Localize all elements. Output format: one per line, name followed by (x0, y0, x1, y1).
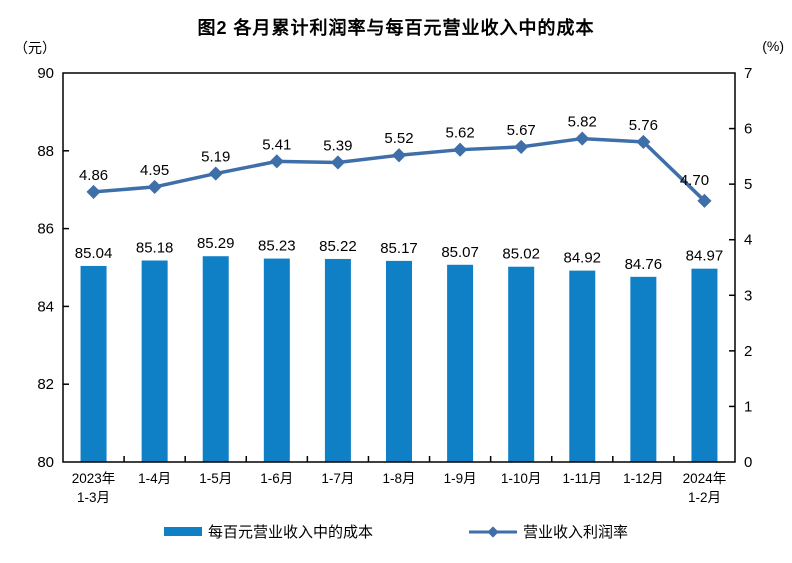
bar-value-label: 84.76 (625, 256, 663, 273)
profit-line (93, 136, 706, 203)
line-value-label: 5.76 (629, 117, 658, 134)
bar (447, 264, 474, 462)
right-axis-tick-label: 6 (744, 121, 752, 138)
right-axis-tick-label: 3 (744, 287, 752, 304)
line-value-label: 4.86 (79, 167, 108, 184)
right-axis-tick-label: 7 (744, 65, 752, 82)
left-axis-tick-label: 84 (37, 298, 54, 315)
bar-value-label: 85.02 (502, 246, 540, 263)
x-axis-label: 1-2月 (688, 490, 721, 505)
bar (386, 260, 412, 462)
bar (569, 270, 596, 462)
bar (80, 265, 107, 462)
line-marker (636, 134, 651, 149)
line-value-label: 5.82 (568, 114, 597, 131)
line-marker (391, 148, 407, 163)
line-value-label: 5.67 (507, 122, 536, 139)
x-axis-label: 1-7月 (321, 471, 354, 486)
line-value-label: 5.52 (384, 130, 413, 147)
bar (630, 276, 657, 462)
line-value-label: 5.19 (201, 149, 230, 166)
left-axis-tick-label: 86 (37, 221, 54, 238)
bar (324, 258, 351, 462)
bar-value-label: 85.17 (380, 240, 418, 257)
legend: 每百元营业收入中的成本 营业收入利润率 (0, 521, 792, 542)
x-axis-label: 1-12月 (623, 471, 664, 486)
line-marker (453, 142, 468, 157)
x-axis-label: 1-5月 (199, 471, 232, 486)
line-marker (575, 131, 590, 146)
x-axis-label: 1-10月 (501, 471, 542, 486)
legend-item-cost: 每百元营业收入中的成本 (163, 521, 373, 542)
legend-label-cost: 每百元营业收入中的成本 (207, 524, 373, 541)
x-axis-label: 1-8月 (382, 471, 415, 486)
plot-area: 80 82 84 86 88 90 0 1 2 3 4 5 6 7 2023年 1-3月 1-4月 1-5月 1-6… (37, 65, 752, 505)
x-axis-label: 2024年 (683, 471, 727, 486)
legend-item-margin: 营业收入利润率 (469, 521, 628, 542)
right-axis-tick-label: 1 (744, 398, 752, 415)
x-axis-label: 1-6月 (260, 471, 293, 486)
line-value-label: 4.70 (680, 172, 709, 189)
right-axis-tick-label: 0 (744, 454, 752, 471)
x-axis-label: 1-3月 (77, 490, 110, 505)
line-marker (208, 166, 223, 181)
line-marker (147, 179, 162, 194)
bar-value-label: 85.22 (319, 238, 357, 255)
bar-value-label: 85.23 (258, 238, 296, 255)
line-marker (330, 155, 345, 170)
right-axis-unit: (%) (762, 38, 784, 54)
line-marker (697, 193, 712, 208)
legend-label-margin: 营业收入利润率 (523, 524, 629, 541)
right-axis-tick-label: 2 (744, 343, 752, 360)
bar (141, 260, 168, 462)
right-axis-tick-label: 5 (744, 176, 752, 193)
left-axis-tick-label: 82 (37, 376, 54, 393)
line-value-label: 4.95 (140, 162, 169, 179)
bar-value-label: 84.92 (563, 250, 601, 267)
line-value-label: 5.62 (445, 125, 474, 142)
line-marker (86, 184, 101, 199)
x-axis-label: 2023年 (72, 471, 116, 486)
bar-value-label: 85.18 (136, 239, 174, 256)
left-axis-tick-label: 88 (37, 143, 54, 160)
line-value-label: 5.39 (323, 137, 352, 154)
bar-value-label: 84.97 (686, 248, 724, 265)
chart-title: 图2 各月累计利润率与每百元营业收入中的成本 (197, 18, 595, 38)
x-axis-label: 1-4月 (138, 471, 171, 486)
x-axis-label: 1-9月 (444, 471, 477, 486)
bar-swatch-icon (163, 527, 202, 536)
line-marker (269, 154, 284, 169)
x-axis-label: 1-11月 (563, 471, 603, 486)
bar (691, 268, 718, 462)
line-marker (514, 139, 529, 154)
bar-value-label: 85.29 (197, 235, 235, 252)
left-axis-tick-label: 80 (37, 454, 54, 471)
line-swatch-icon (469, 525, 517, 538)
plot-border (62, 72, 736, 463)
left-axis-unit: （元） (14, 40, 56, 56)
line-value-label: 5.41 (262, 136, 291, 153)
left-axis-tick-label: 90 (37, 65, 54, 82)
right-axis-tick-label: 4 (744, 232, 752, 249)
bar (508, 266, 535, 462)
bar (263, 258, 290, 462)
bar-value-label: 85.04 (75, 245, 113, 262)
bar (202, 256, 229, 462)
bar-value-label: 85.07 (441, 244, 479, 261)
